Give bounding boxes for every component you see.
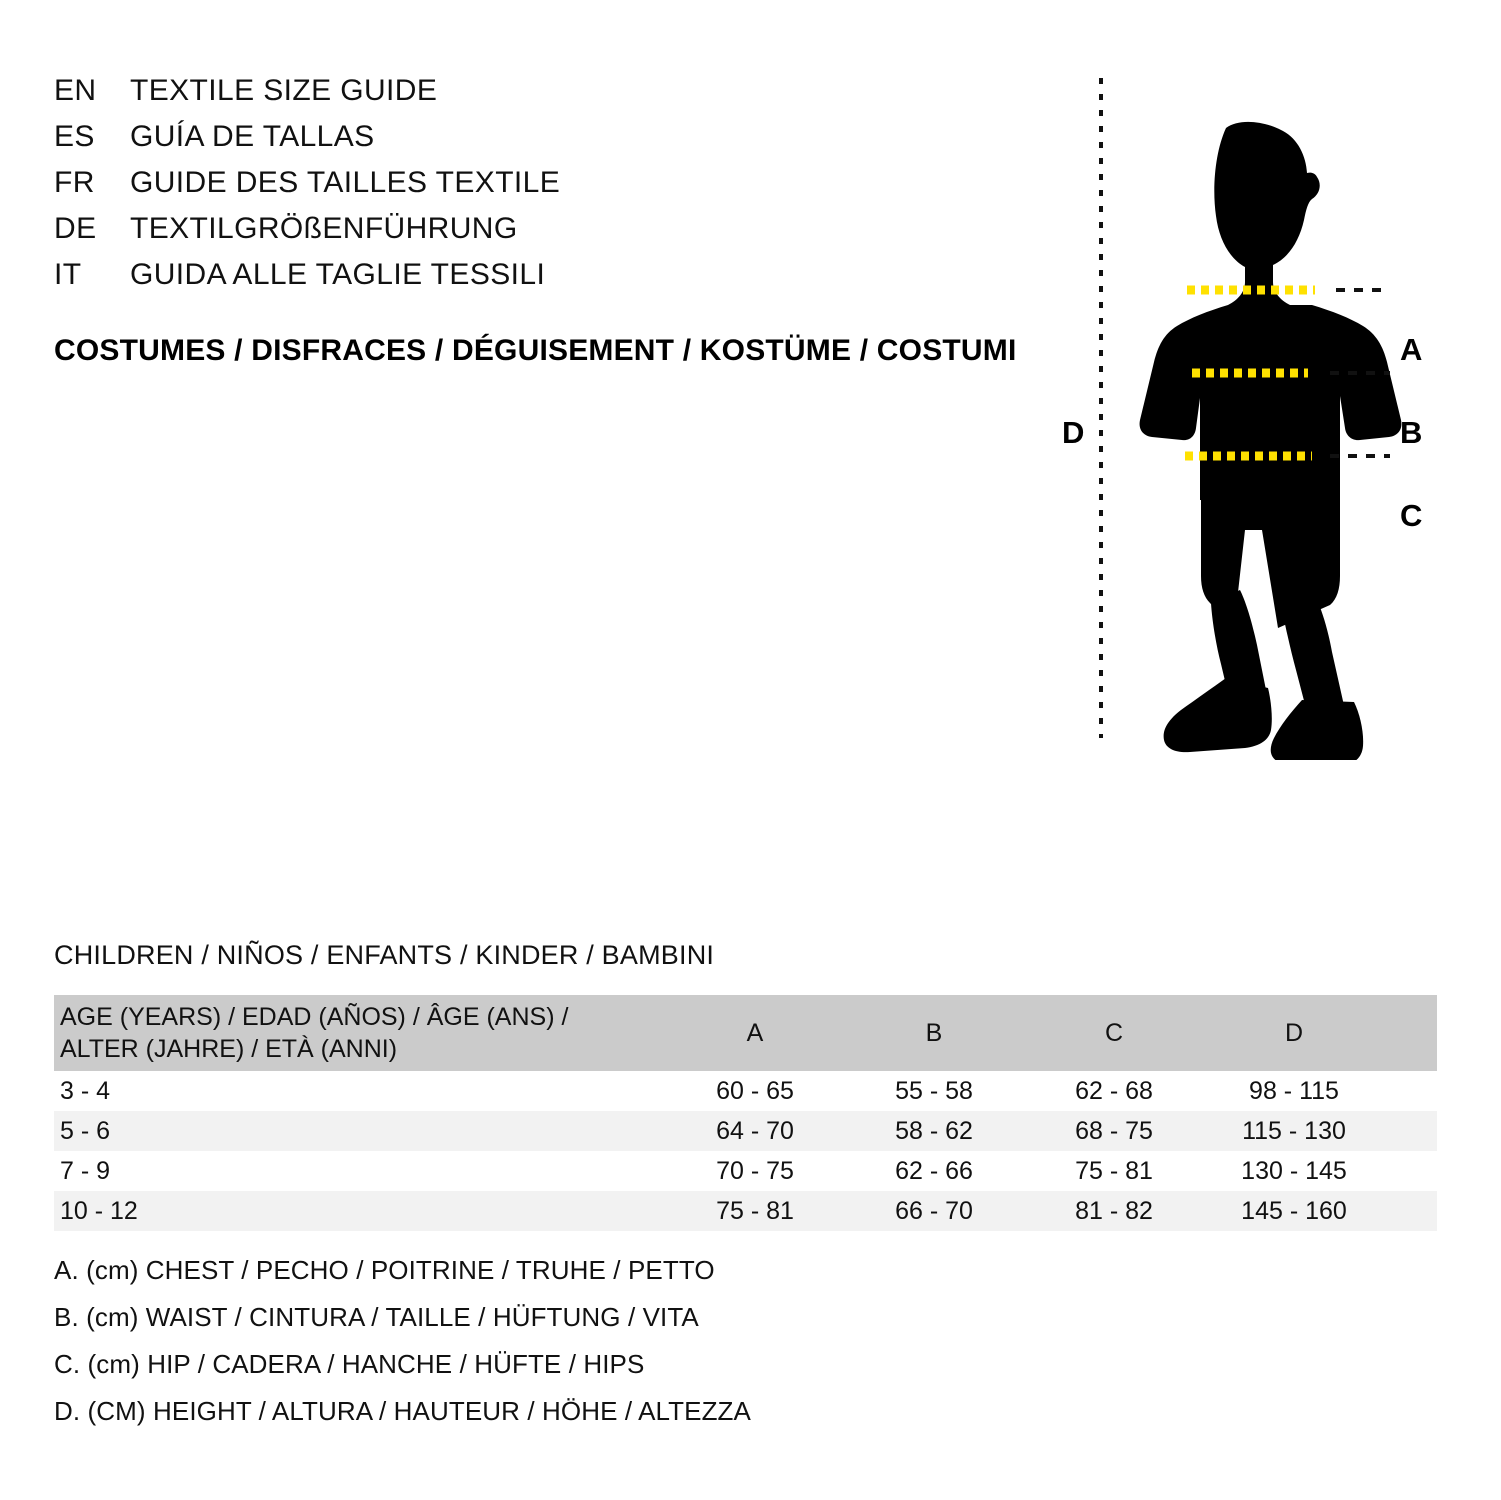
cell-d: 130 - 145 — [1204, 1151, 1384, 1191]
legend-item-b: B. (cm) WAIST / CINTURA / TAILLE / HÜFTU… — [54, 1302, 699, 1332]
language-code-fr: FR — [54, 166, 95, 199]
dimension-label-c: C — [1400, 498, 1423, 533]
cell-spacer — [1384, 1071, 1437, 1111]
table-header-row: AGE (YEARS) / EDAD (AÑOS) / ÂGE (ANS) / … — [54, 995, 1437, 1071]
cell-b: 55 - 58 — [844, 1071, 1024, 1111]
language-row-it: IT GUIDA ALLE TAGLIE TESSILI — [54, 258, 674, 304]
cell-spacer — [1384, 1191, 1437, 1231]
language-row-fr: FR GUIDE DES TAILLES TEXTILE — [54, 166, 674, 212]
costumes-category-line: COSTUMES / DISFRACES / DÉGUISEMENT / KOS… — [54, 334, 1017, 367]
column-header-a: A — [666, 995, 844, 1071]
cell-d: 98 - 115 — [1204, 1071, 1384, 1111]
cell-b: 62 - 66 — [844, 1151, 1024, 1191]
language-header-block: EN TEXTILE SIZE GUIDE ES GUÍA DE TALLAS … — [54, 74, 674, 304]
language-text-de: TEXTILGRÖßENFÜHRUNG — [130, 212, 518, 245]
language-code-es: ES — [54, 120, 95, 153]
cell-a: 70 - 75 — [666, 1151, 844, 1191]
cell-age: 5 - 6 — [54, 1111, 666, 1151]
dimension-label-d: D — [1062, 415, 1085, 450]
language-text-es: GUÍA DE TALLAS — [130, 120, 375, 153]
cell-d: 115 - 130 — [1204, 1111, 1384, 1151]
column-header-b: B — [844, 995, 1024, 1071]
language-row-es: ES GUÍA DE TALLAS — [54, 120, 674, 166]
legend-item-d: D. (CM) HEIGHT / ALTURA / HAUTEUR / HÖHE… — [54, 1396, 751, 1426]
cell-b: 66 - 70 — [844, 1191, 1024, 1231]
cell-a: 60 - 65 — [666, 1071, 844, 1111]
cell-c: 81 - 82 — [1024, 1191, 1204, 1231]
language-code-de: DE — [54, 212, 97, 245]
column-header-age: AGE (YEARS) / EDAD (AÑOS) / ÂGE (ANS) / … — [54, 995, 666, 1071]
cell-spacer — [1384, 1111, 1437, 1151]
silhouette-body-icon — [1139, 121, 1402, 760]
measurement-legend: A. (cm) CHEST / PECHO / POITRINE / TRUHE… — [54, 1247, 954, 1435]
children-size-table: AGE (YEARS) / EDAD (AÑOS) / ÂGE (ANS) / … — [54, 995, 1437, 1231]
age-header-line-1: AGE (YEARS) / EDAD (AÑOS) / ÂGE (ANS) / — [60, 1003, 569, 1031]
cell-age: 10 - 12 — [54, 1191, 666, 1231]
dimension-label-b: B — [1400, 415, 1423, 450]
dimension-label-a: A — [1400, 332, 1423, 367]
legend-item-a: A. (cm) CHEST / PECHO / POITRINE / TRUHE… — [54, 1255, 715, 1285]
language-code-it: IT — [54, 258, 82, 291]
language-text-en: TEXTILE SIZE GUIDE — [130, 74, 438, 107]
language-code-en: EN — [54, 74, 97, 107]
language-text-it: GUIDA ALLE TAGLIE TESSILI — [130, 258, 546, 291]
cell-d: 145 - 160 — [1204, 1191, 1384, 1231]
language-row-de: DE TEXTILGRÖßENFÜHRUNG — [54, 212, 674, 258]
child-silhouette-figure — [1099, 78, 1402, 760]
children-section-title: CHILDREN / NIÑOS / ENFANTS / KINDER / BA… — [54, 940, 715, 970]
cell-age: 7 - 9 — [54, 1151, 666, 1191]
cell-b: 58 - 62 — [844, 1111, 1024, 1151]
column-header-spacer — [1384, 995, 1437, 1071]
cell-c: 68 - 75 — [1024, 1111, 1204, 1151]
table-row: 7 - 9 70 - 75 62 - 66 75 - 81 130 - 145 — [54, 1151, 1437, 1191]
cell-c: 62 - 68 — [1024, 1071, 1204, 1111]
table-row: 3 - 4 60 - 65 55 - 58 62 - 68 98 - 115 — [54, 1071, 1437, 1111]
cell-a: 64 - 70 — [666, 1111, 844, 1151]
measurement-diagram: A B C D — [1040, 60, 1480, 760]
language-text-fr: GUIDE DES TAILLES TEXTILE — [130, 166, 561, 199]
column-header-d: D — [1204, 995, 1384, 1071]
table-row: 5 - 6 64 - 70 58 - 62 68 - 75 115 - 130 — [54, 1111, 1437, 1151]
column-header-c: C — [1024, 995, 1204, 1071]
legend-item-c: C. (cm) HIP / CADERA / HANCHE / HÜFTE / … — [54, 1349, 645, 1379]
cell-a: 75 - 81 — [666, 1191, 844, 1231]
table-row: 10 - 12 75 - 81 66 - 70 81 - 82 145 - 16… — [54, 1191, 1437, 1231]
cell-age: 3 - 4 — [54, 1071, 666, 1111]
language-row-en: EN TEXTILE SIZE GUIDE — [54, 74, 674, 120]
age-header-line-2: ALTER (JAHRE) / ETÀ (ANNI) — [60, 1035, 398, 1063]
cell-c: 75 - 81 — [1024, 1151, 1204, 1191]
cell-spacer — [1384, 1151, 1437, 1191]
